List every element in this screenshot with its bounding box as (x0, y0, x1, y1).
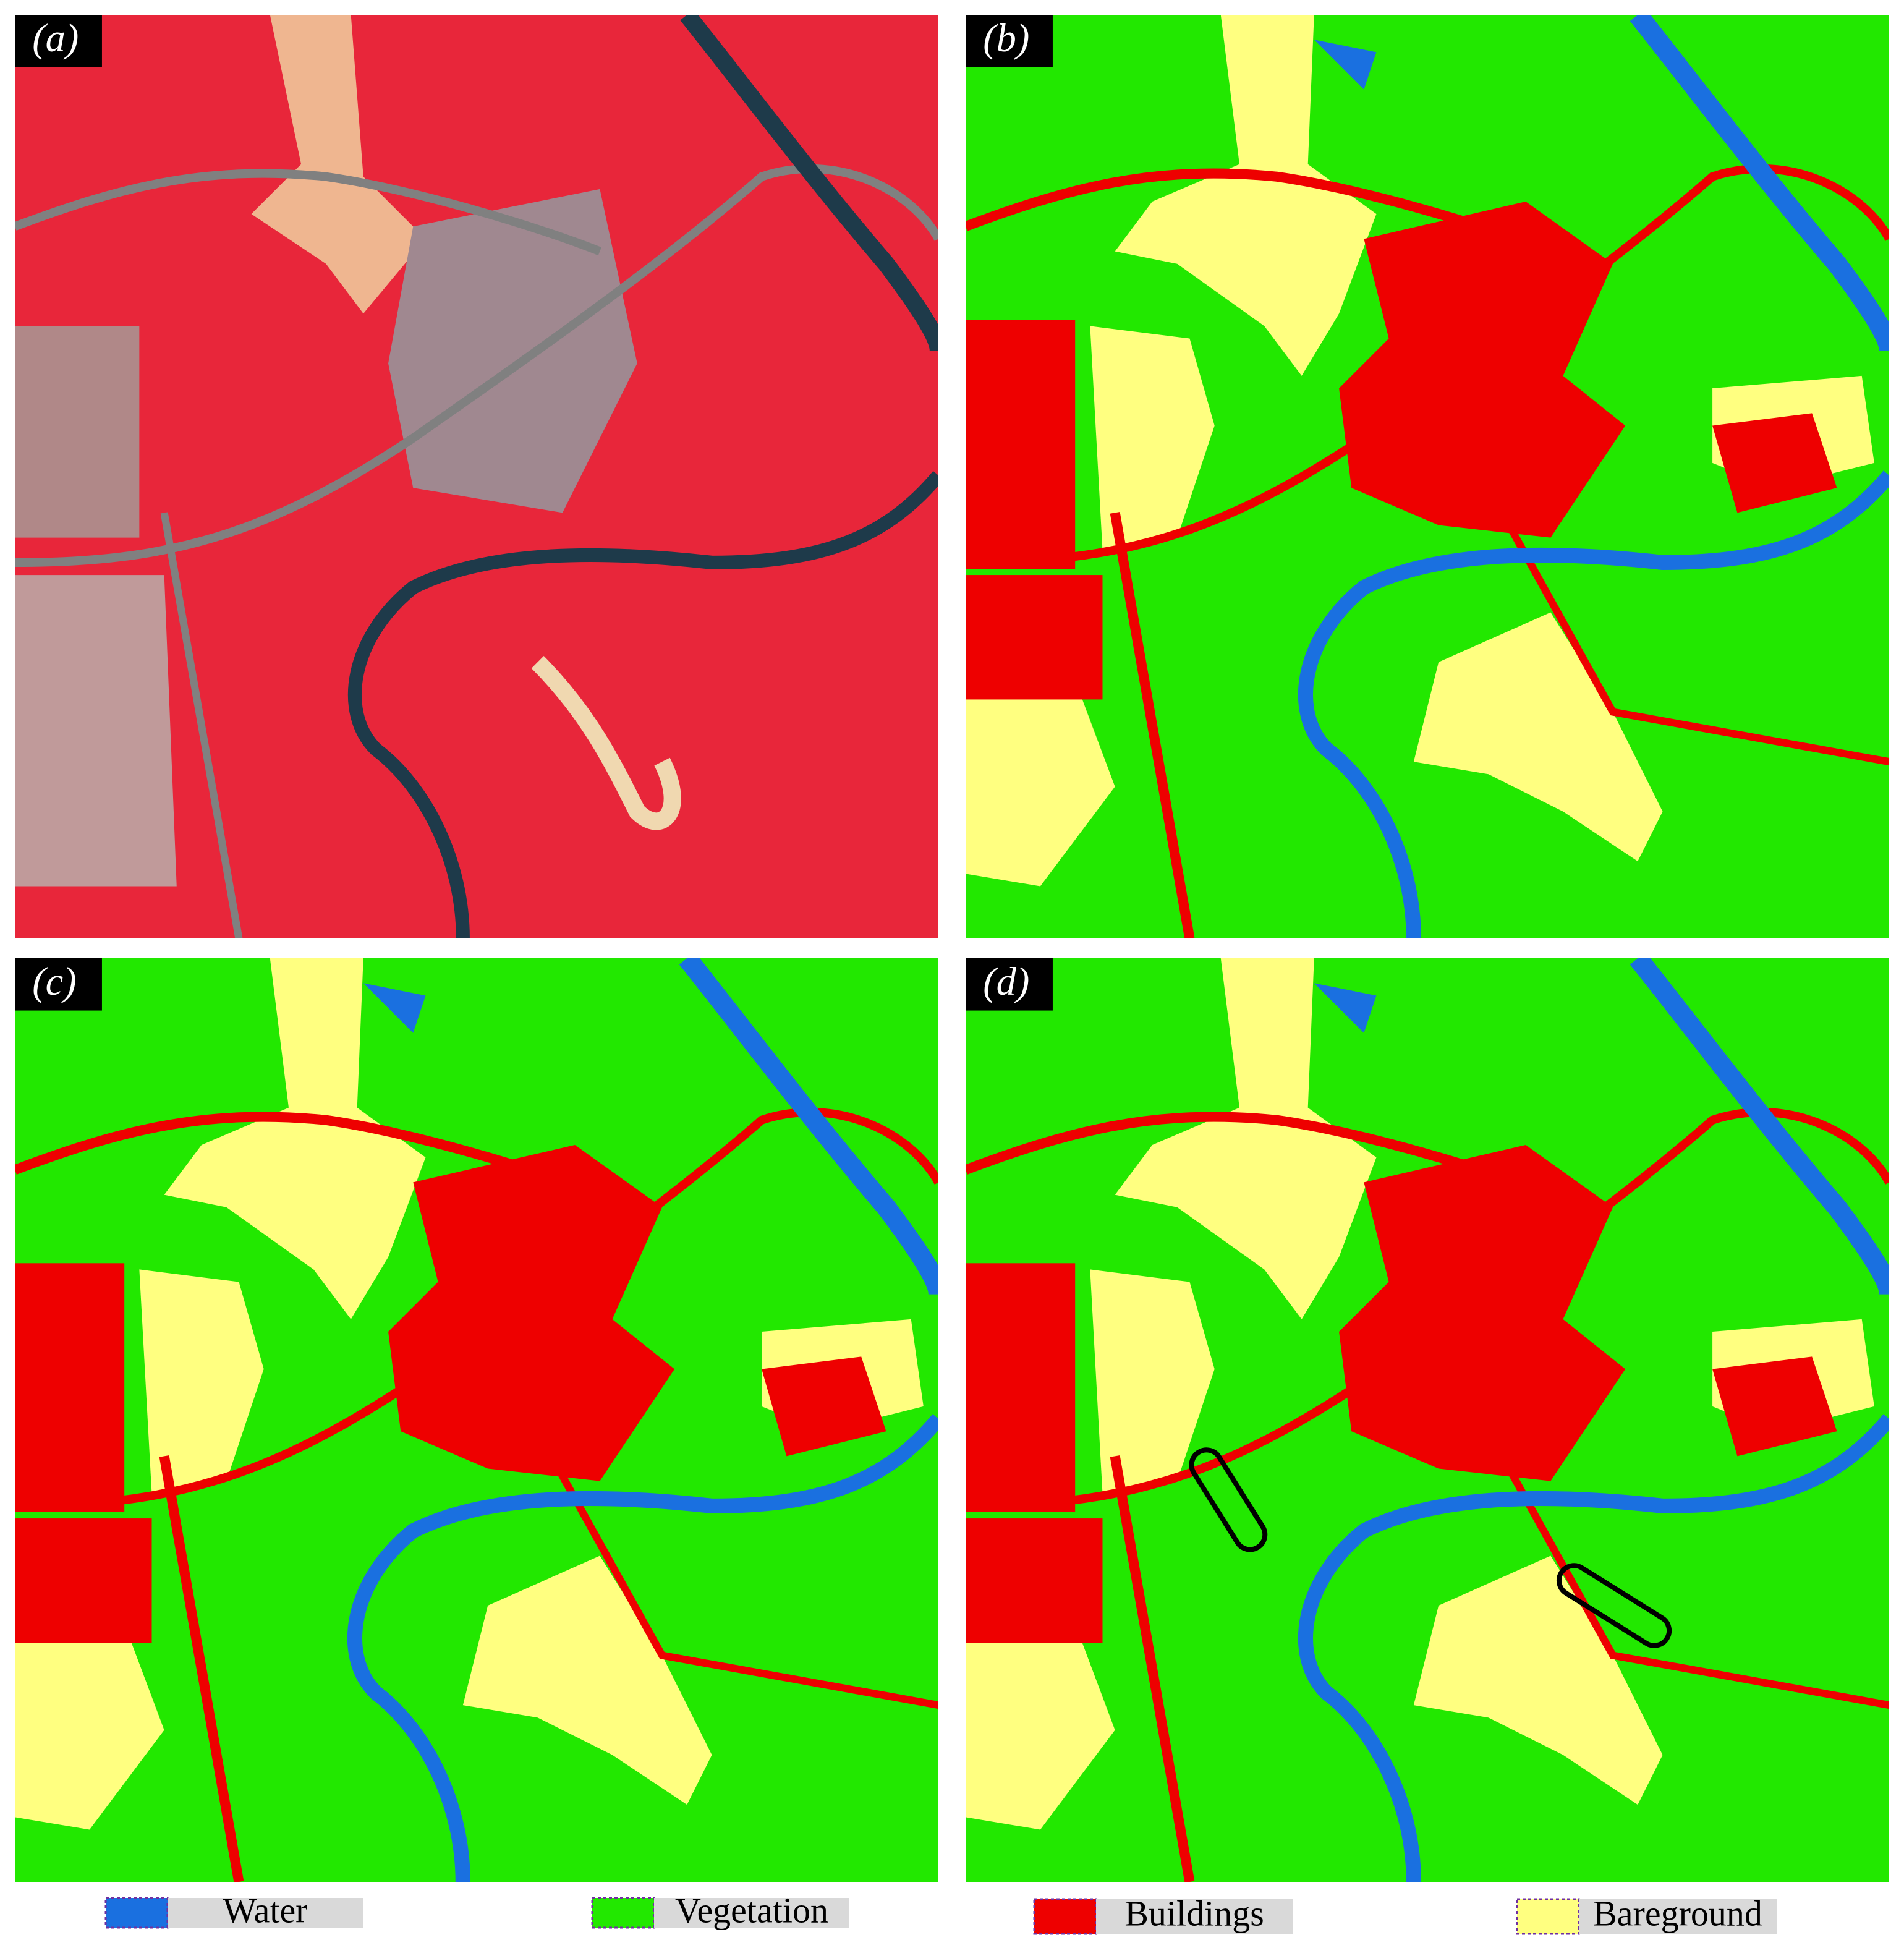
panel-label: (c) (32, 959, 77, 1003)
panel-label: (a) (32, 16, 79, 60)
legend-label: Bareground (1593, 1893, 1762, 1933)
panel-a: (a) (15, 15, 939, 939)
panel-label: (b) (983, 16, 1029, 60)
panel-d: (d) (966, 958, 1889, 1882)
highlight (1556, 1563, 1672, 1648)
panel-b: (b) (966, 15, 1889, 938)
legend: Water Vegetation Buildings Bareground (104, 1890, 1777, 1935)
panel-label: (d) (983, 959, 1029, 1003)
highlight (1189, 1447, 1268, 1552)
legend-label: Water (223, 1890, 307, 1930)
legend-label: Buildings (1124, 1893, 1264, 1933)
legend-label: Vegetation (675, 1890, 828, 1930)
panel-c: (c) (15, 958, 938, 1882)
